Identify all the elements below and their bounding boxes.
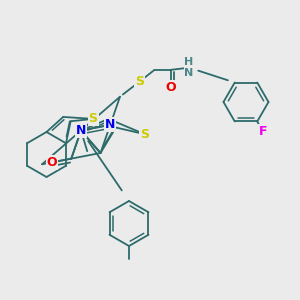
Text: O: O <box>165 81 176 94</box>
Text: S: S <box>135 75 144 88</box>
Text: H
N: H N <box>184 57 194 79</box>
Text: S: S <box>140 128 149 141</box>
Text: N: N <box>76 124 86 137</box>
Text: N: N <box>105 118 116 131</box>
Text: F: F <box>259 125 267 138</box>
Text: O: O <box>47 156 58 169</box>
Text: S: S <box>88 112 98 125</box>
